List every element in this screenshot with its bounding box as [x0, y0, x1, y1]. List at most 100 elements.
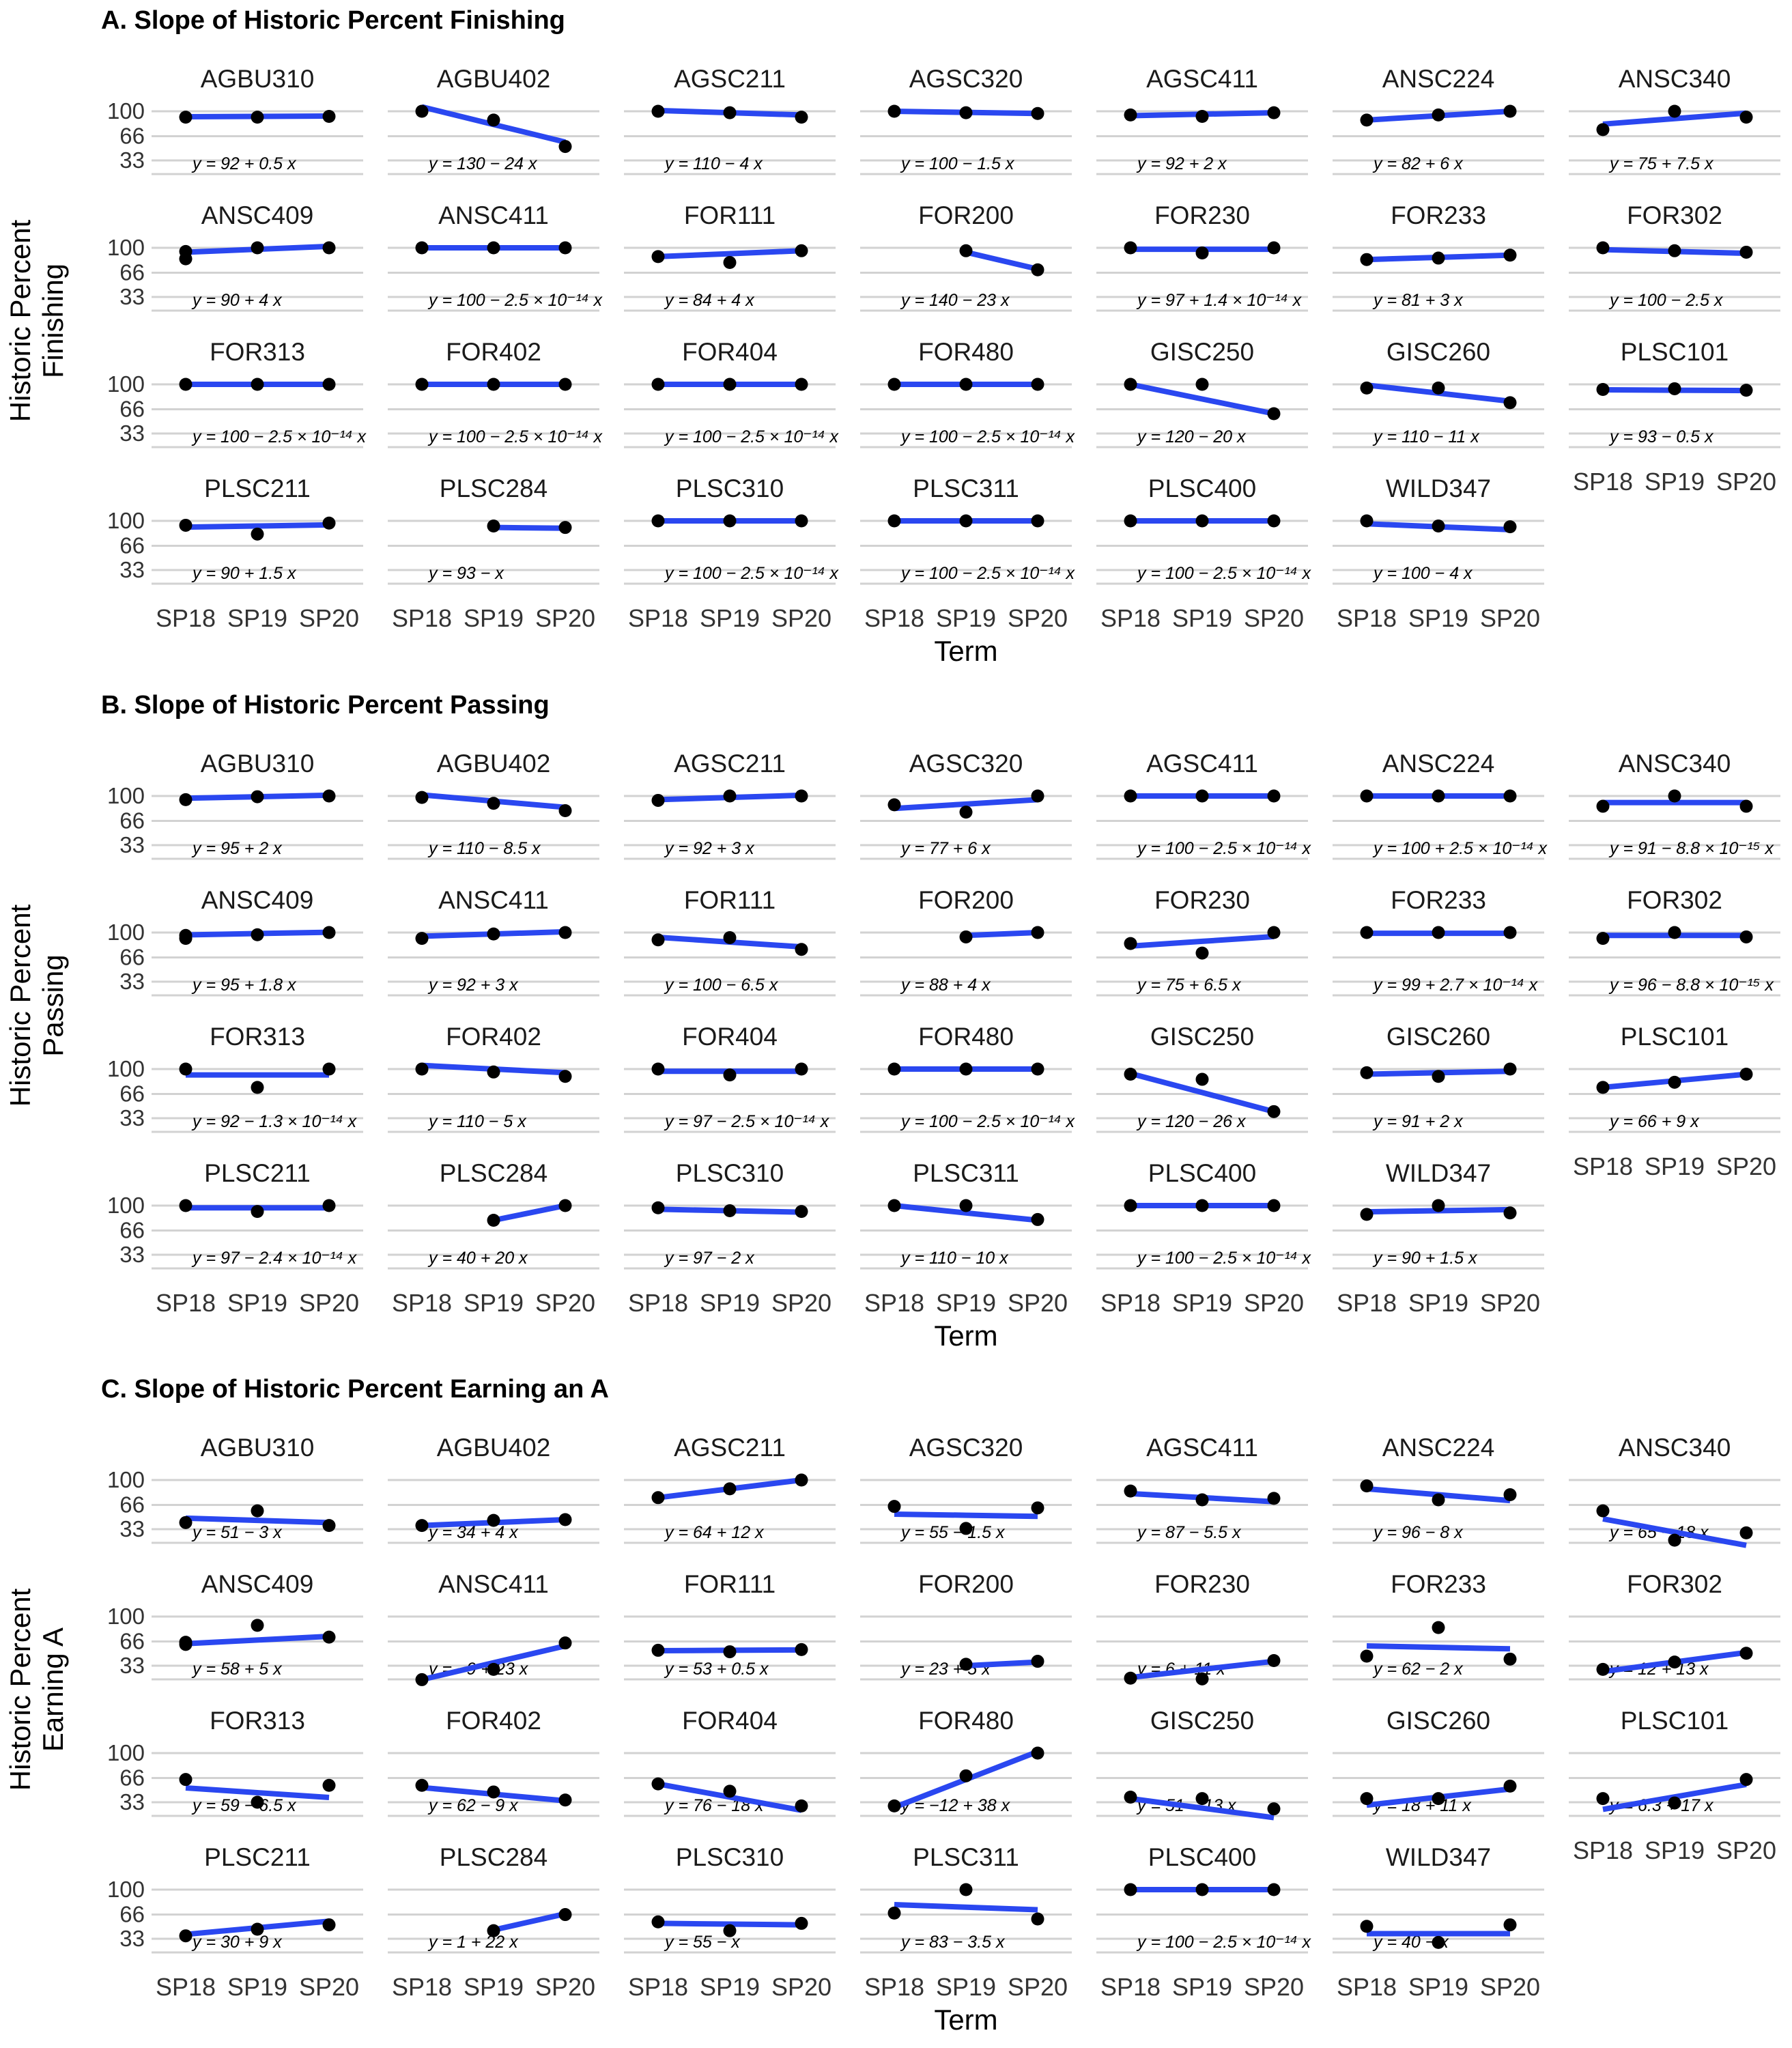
- facet-label: PLSC311: [913, 1159, 1019, 1187]
- data-point: [415, 932, 429, 945]
- data-point: [558, 1199, 572, 1212]
- x-tick-label: SP20: [535, 1973, 595, 2001]
- x-tick-label: SP18: [1100, 604, 1161, 632]
- regression-line: [1129, 1070, 1275, 1115]
- facet-label: PLSC284: [440, 1159, 547, 1187]
- equation-label: y = 82 + 6 x: [1372, 154, 1464, 173]
- data-point: [558, 521, 572, 535]
- data-point: [1195, 246, 1209, 260]
- data-point: [415, 241, 429, 255]
- facet-label: FOR230: [1154, 201, 1250, 229]
- y-tick-label: 33: [119, 832, 145, 857]
- data-point: [1195, 1199, 1209, 1212]
- data-point: [179, 252, 193, 266]
- data-point: [959, 806, 973, 819]
- facet-label: FOR200: [918, 886, 1014, 914]
- data-point: [1432, 926, 1445, 939]
- equation-label: y = 58 + 5 x: [191, 1660, 283, 1679]
- facet-label: FOR480: [918, 1023, 1014, 1051]
- data-point: [723, 378, 737, 391]
- x-tick-label: SP19: [464, 1973, 524, 2001]
- equation-label: y = 91 − 8.8 × 10⁻¹⁵ x: [1608, 839, 1774, 858]
- regression-line: [1130, 1658, 1275, 1681]
- x-tick-label: SP20: [1716, 1836, 1776, 1864]
- x-tick-label: SP20: [771, 1289, 831, 1317]
- regression-line: [1602, 1516, 1747, 1548]
- data-point: [251, 1205, 264, 1219]
- facet-label: ANSC340: [1619, 65, 1731, 93]
- data-point: [1267, 514, 1281, 528]
- facet-label: FOR233: [1391, 201, 1486, 229]
- x-tick-label: SP20: [1480, 1973, 1540, 2001]
- equation-label: y = 84 + 4 x: [664, 291, 755, 310]
- data-point: [487, 241, 500, 255]
- equation-label: y = 97 + 1.4 × 10⁻¹⁴ x: [1136, 291, 1303, 310]
- data-point: [179, 1199, 193, 1212]
- data-point: [723, 1924, 737, 1937]
- data-point: [1124, 108, 1137, 122]
- data-point: [179, 932, 193, 945]
- equation-label: y = 62 − 9 x: [427, 1796, 519, 1815]
- data-point: [1267, 241, 1281, 255]
- data-point: [558, 926, 572, 939]
- facet-label: ANSC411: [438, 886, 549, 914]
- data-point: [651, 250, 665, 264]
- data-point: [1124, 789, 1137, 803]
- data-point: [1596, 1504, 1610, 1518]
- y-tick-label: 33: [119, 1653, 145, 1678]
- data-point: [1195, 110, 1209, 124]
- equation-label: y = 87 − 5.5 x: [1136, 1523, 1242, 1542]
- data-point: [251, 378, 264, 391]
- equation-label: y = 93 − x: [427, 564, 504, 583]
- facet-label: FOR402: [446, 338, 541, 366]
- data-point: [251, 241, 264, 255]
- data-point: [959, 1658, 973, 1671]
- equation-label: y = 100 − 2.5 × 10⁻¹⁴ x: [1136, 1249, 1312, 1268]
- data-point: [1195, 1792, 1209, 1806]
- y-tick-label: 100: [107, 783, 145, 808]
- regression-line: [185, 1515, 330, 1526]
- equation-label: y = 92 + 3 x: [664, 839, 755, 858]
- data-point: [558, 1793, 572, 1807]
- data-point: [1360, 1649, 1374, 1663]
- data-point: [251, 111, 264, 124]
- data-point: [651, 1643, 665, 1657]
- facet-label: FOR200: [918, 201, 1014, 229]
- facet-label: FOR230: [1154, 886, 1250, 914]
- x-tick-label: SP19: [1172, 1973, 1232, 2001]
- facet-label: AGSC211: [674, 65, 786, 93]
- data-point: [558, 378, 572, 391]
- data-point: [959, 378, 973, 391]
- data-point: [1360, 1208, 1374, 1221]
- data-point: [322, 926, 336, 939]
- data-point: [1267, 1883, 1281, 1896]
- data-point: [887, 378, 901, 391]
- y-tick-label: 100: [107, 371, 145, 397]
- y-tick-label: 33: [119, 284, 145, 309]
- equation-label: y = 64 + 12 x: [664, 1523, 765, 1542]
- facet-label: FOR402: [446, 1023, 541, 1051]
- data-point: [1124, 1068, 1137, 1081]
- regression-line: [657, 248, 802, 259]
- x-tick-label: SP18: [392, 1973, 452, 2001]
- y-axis-label: Historic Percent: [4, 1588, 36, 1791]
- equation-label: y = 95 + 1.8 x: [191, 976, 297, 995]
- data-point: [1360, 1792, 1374, 1806]
- y-tick-label: 33: [119, 147, 145, 173]
- x-tick-label: SP19: [936, 1289, 996, 1317]
- facet-label: FOR230: [1154, 1570, 1250, 1598]
- facet-label: AGSC411: [1146, 1434, 1258, 1462]
- facet-label: FOR404: [682, 1707, 778, 1735]
- data-point: [322, 789, 336, 803]
- facet-label: FOR313: [210, 1707, 305, 1735]
- facet-label: GISC260: [1386, 1023, 1490, 1051]
- facet-label: PLSC101: [1621, 1023, 1729, 1051]
- equation-label: y = 81 + 3 x: [1372, 291, 1464, 310]
- y-tick-label: 100: [107, 1056, 145, 1081]
- facet-label: WILD347: [1386, 1159, 1491, 1187]
- data-point: [1195, 1672, 1209, 1686]
- panel-title: B. Slope of Historic Percent Passing: [101, 691, 550, 720]
- x-axis-label: Term: [934, 635, 997, 667]
- x-tick-label: SP18: [1337, 1289, 1397, 1317]
- x-tick-label: SP20: [1716, 1152, 1776, 1180]
